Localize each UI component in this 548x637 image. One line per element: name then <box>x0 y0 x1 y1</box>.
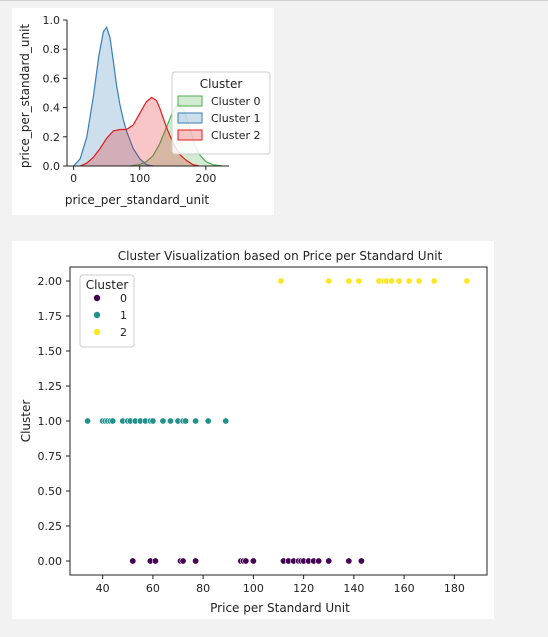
kde-legend-label-2: Cluster 2 <box>211 129 261 142</box>
kde-x-tick-label: 200 <box>195 172 216 185</box>
kde-y-tick-label: 0.4 <box>43 102 61 115</box>
scatter-point-cluster-2 <box>325 277 333 285</box>
scatter-point-cluster-1 <box>166 417 174 425</box>
kde-x-tick-label: 100 <box>129 172 150 185</box>
scatter-point-cluster-2 <box>405 277 413 285</box>
scatter-point-cluster-0 <box>249 557 257 565</box>
scatter-y-tick-label: 1.25 <box>38 380 63 393</box>
scatter-point-cluster-1 <box>149 417 157 425</box>
scatter-point-cluster-1 <box>192 417 200 425</box>
scatter-chart-title: Cluster Visualization based on Price per… <box>118 249 443 263</box>
scatter-point-cluster-0 <box>357 557 365 565</box>
scatter-point-cluster-1 <box>159 417 167 425</box>
scatter-x-tick-label: 120 <box>293 582 314 595</box>
scatter-x-tick-label: 60 <box>146 582 160 595</box>
scatter-y-tick-label: 2.00 <box>38 275 63 288</box>
scatter-legend-marker-1 <box>93 311 101 319</box>
scatter-point-cluster-0 <box>151 557 159 565</box>
kde-legend-swatch-0 <box>177 95 203 107</box>
top-border <box>0 0 548 1</box>
scatter-y-tick-label: 1.50 <box>38 345 63 358</box>
scatter-y-tick-label: 0.75 <box>38 450 63 463</box>
kde-legend-swatch-2 <box>177 129 203 141</box>
kde-x-axis-label: price_per_standard_unit <box>65 193 210 207</box>
scatter-point-cluster-1 <box>109 417 117 425</box>
scatter-x-tick-label: 40 <box>96 582 110 595</box>
kde-y-tick-label: 0.8 <box>43 43 61 56</box>
scatter-point-cluster-0 <box>325 557 333 565</box>
kde-area-cluster-2 <box>80 97 200 166</box>
scatter-x-tick-label: 80 <box>196 582 210 595</box>
scatter-point-cluster-2 <box>430 277 438 285</box>
kde-legend: Cluster Cluster 0 Cluster 1 Cluster 2 <box>171 71 271 155</box>
scatter-point-cluster-0 <box>242 557 250 565</box>
scatter-point-cluster-2 <box>277 277 285 285</box>
scatter-chart: Cluster Visualization based on Price per… <box>19 249 488 615</box>
scatter-chart-panel: Cluster Visualization based on Price per… <box>12 241 494 619</box>
scatter-x-tick-label: 180 <box>444 582 465 595</box>
kde-y-tick-label: 1.0 <box>43 14 61 27</box>
scatter-y-tick-label: 1.75 <box>38 310 63 323</box>
scatter-point-cluster-0 <box>179 557 187 565</box>
kde-area-cluster-1 <box>73 27 153 166</box>
kde-y-tick-label: 0.2 <box>43 131 61 144</box>
scatter-point-cluster-1 <box>84 417 92 425</box>
scatter-point-cluster-2 <box>355 277 363 285</box>
kde-y-tick-label: 0.0 <box>43 160 61 173</box>
scatter-legend-frame <box>79 274 135 348</box>
scatter-legend-marker-2 <box>93 328 101 336</box>
kde-y-axis-label: price_per_standard_unit <box>18 24 32 169</box>
scatter-point-cluster-2 <box>345 277 353 285</box>
scatter-y-tick-label: 0.50 <box>38 485 63 498</box>
scatter-legend-label-0: 0 <box>120 292 127 305</box>
scatter-point-cluster-0 <box>129 557 137 565</box>
scatter-legend-title: Cluster <box>86 278 129 292</box>
scatter-legend: Cluster 0 1 2 <box>79 274 135 348</box>
kde-x-tick-label: 0 <box>70 172 77 185</box>
kde-line-cluster-1 <box>73 26 154 167</box>
scatter-point-cluster-0 <box>315 557 323 565</box>
kde-chart-panel: 0 100 200 0.0 0.2 0.4 0.6 0.8 1.0 price_per_stan… <box>12 8 274 215</box>
kde-legend-swatch-1 <box>177 112 203 124</box>
kde-legend-frame <box>171 71 271 155</box>
scatter-point-cluster-2 <box>463 277 471 285</box>
scatter-x-tick-label: 160 <box>394 582 415 595</box>
scatter-point-cluster-2 <box>395 277 403 285</box>
scatter-point-cluster-1 <box>204 417 212 425</box>
scatter-y-axis-label: Cluster <box>19 400 33 443</box>
scatter-legend-label-1: 1 <box>120 309 127 322</box>
kde-y-tick-label: 0.6 <box>43 72 61 85</box>
scatter-y-tick-label: 0.25 <box>38 520 63 533</box>
scatter-point-cluster-0 <box>345 557 353 565</box>
scatter-y-tick-label: 0.00 <box>38 555 63 568</box>
scatter-legend-label-2: 2 <box>120 326 127 339</box>
scatter-point-cluster-2 <box>415 277 423 285</box>
scatter-x-tick-label: 140 <box>343 582 364 595</box>
scatter-point-cluster-1 <box>182 417 190 425</box>
scatter-point-cluster-0 <box>192 557 200 565</box>
scatter-point-cluster-2 <box>388 277 396 285</box>
kde-chart: 0 100 200 0.0 0.2 0.4 0.6 0.8 1.0 price_per_stan… <box>18 14 271 207</box>
kde-legend-label-0: Cluster 0 <box>211 95 261 108</box>
kde-legend-label-1: Cluster 1 <box>211 112 261 125</box>
scatter-x-axis-label: Price per Standard Unit <box>210 601 350 615</box>
kde-legend-title: Cluster <box>200 77 243 91</box>
scatter-legend-marker-0 <box>93 294 101 302</box>
scatter-y-tick-label: 1.00 <box>38 415 63 428</box>
scatter-point-cluster-1 <box>222 417 230 425</box>
scatter-x-tick-label: 100 <box>243 582 264 595</box>
